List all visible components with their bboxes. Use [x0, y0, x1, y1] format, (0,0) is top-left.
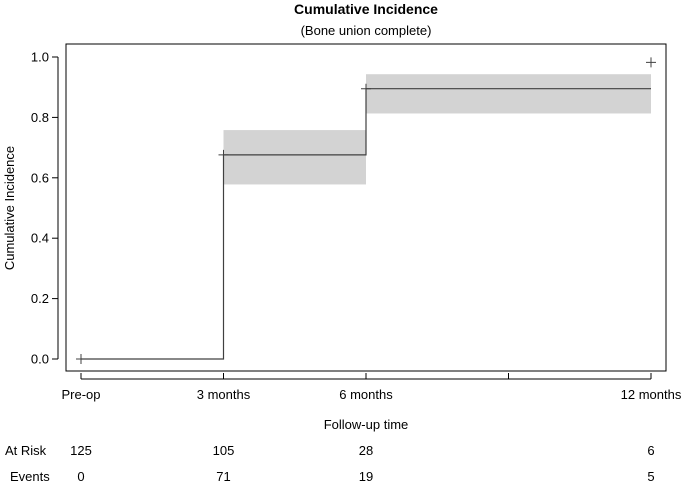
- y-tick-label-3: 0.6: [31, 170, 49, 185]
- y-axis-label: Cumulative Incidence: [2, 146, 17, 270]
- x-axis: Pre-op 3 months 6 months 12 months: [61, 373, 682, 402]
- risk-cell-0-1: 105: [213, 443, 235, 458]
- risk-cell-0-0: 125: [70, 443, 92, 458]
- censor-mark-1: [218, 149, 229, 160]
- risk-cell-1-1: 71: [216, 469, 230, 484]
- chart-subtitle: (Bone union complete): [301, 23, 432, 38]
- risk-table: At Risk 125 105 28 6 Events 0 71 19 5: [5, 443, 655, 484]
- risk-cell-0-2: 28: [359, 443, 373, 458]
- censor-mark-3: [646, 57, 656, 68]
- censor-marks: [76, 57, 656, 364]
- y-tick-label-1: 0.2: [31, 291, 49, 306]
- y-tick-label-4: 0.8: [31, 110, 49, 125]
- y-tick-label-2: 0.4: [31, 231, 49, 246]
- y-axis: 0.0 0.2 0.4 0.6 0.8 1.0: [31, 50, 59, 367]
- censor-mark-2: [361, 83, 371, 94]
- confidence-band-1: [366, 74, 651, 114]
- y-tick-label-5: 1.0: [31, 50, 49, 65]
- x-tick-label-0: Pre-op: [61, 387, 100, 402]
- confidence-band-0: [223, 130, 366, 185]
- x-tick-label-2: 6 months: [339, 387, 393, 402]
- chart-title: Cumulative Incidence: [294, 1, 438, 17]
- risk-row-label-1: Events: [10, 469, 50, 484]
- risk-cell-0-3: 6: [647, 443, 654, 458]
- x-tick-label-3: 12 months: [621, 387, 682, 402]
- plot-frame: [65, 43, 667, 372]
- confidence-bands: [223, 74, 651, 185]
- risk-cell-1-0: 0: [77, 469, 84, 484]
- x-axis-label: Follow-up time: [324, 417, 409, 432]
- risk-cell-1-3: 5: [647, 469, 654, 484]
- y-tick-label-0: 0.0: [31, 352, 49, 367]
- incidence-curve: [81, 88, 651, 360]
- risk-cell-1-2: 19: [359, 469, 373, 484]
- censor-mark-0: [76, 354, 86, 364]
- step-line: [81, 88, 651, 360]
- x-tick-label-1: 3 months: [197, 387, 251, 402]
- risk-row-label-0: At Risk: [5, 443, 47, 458]
